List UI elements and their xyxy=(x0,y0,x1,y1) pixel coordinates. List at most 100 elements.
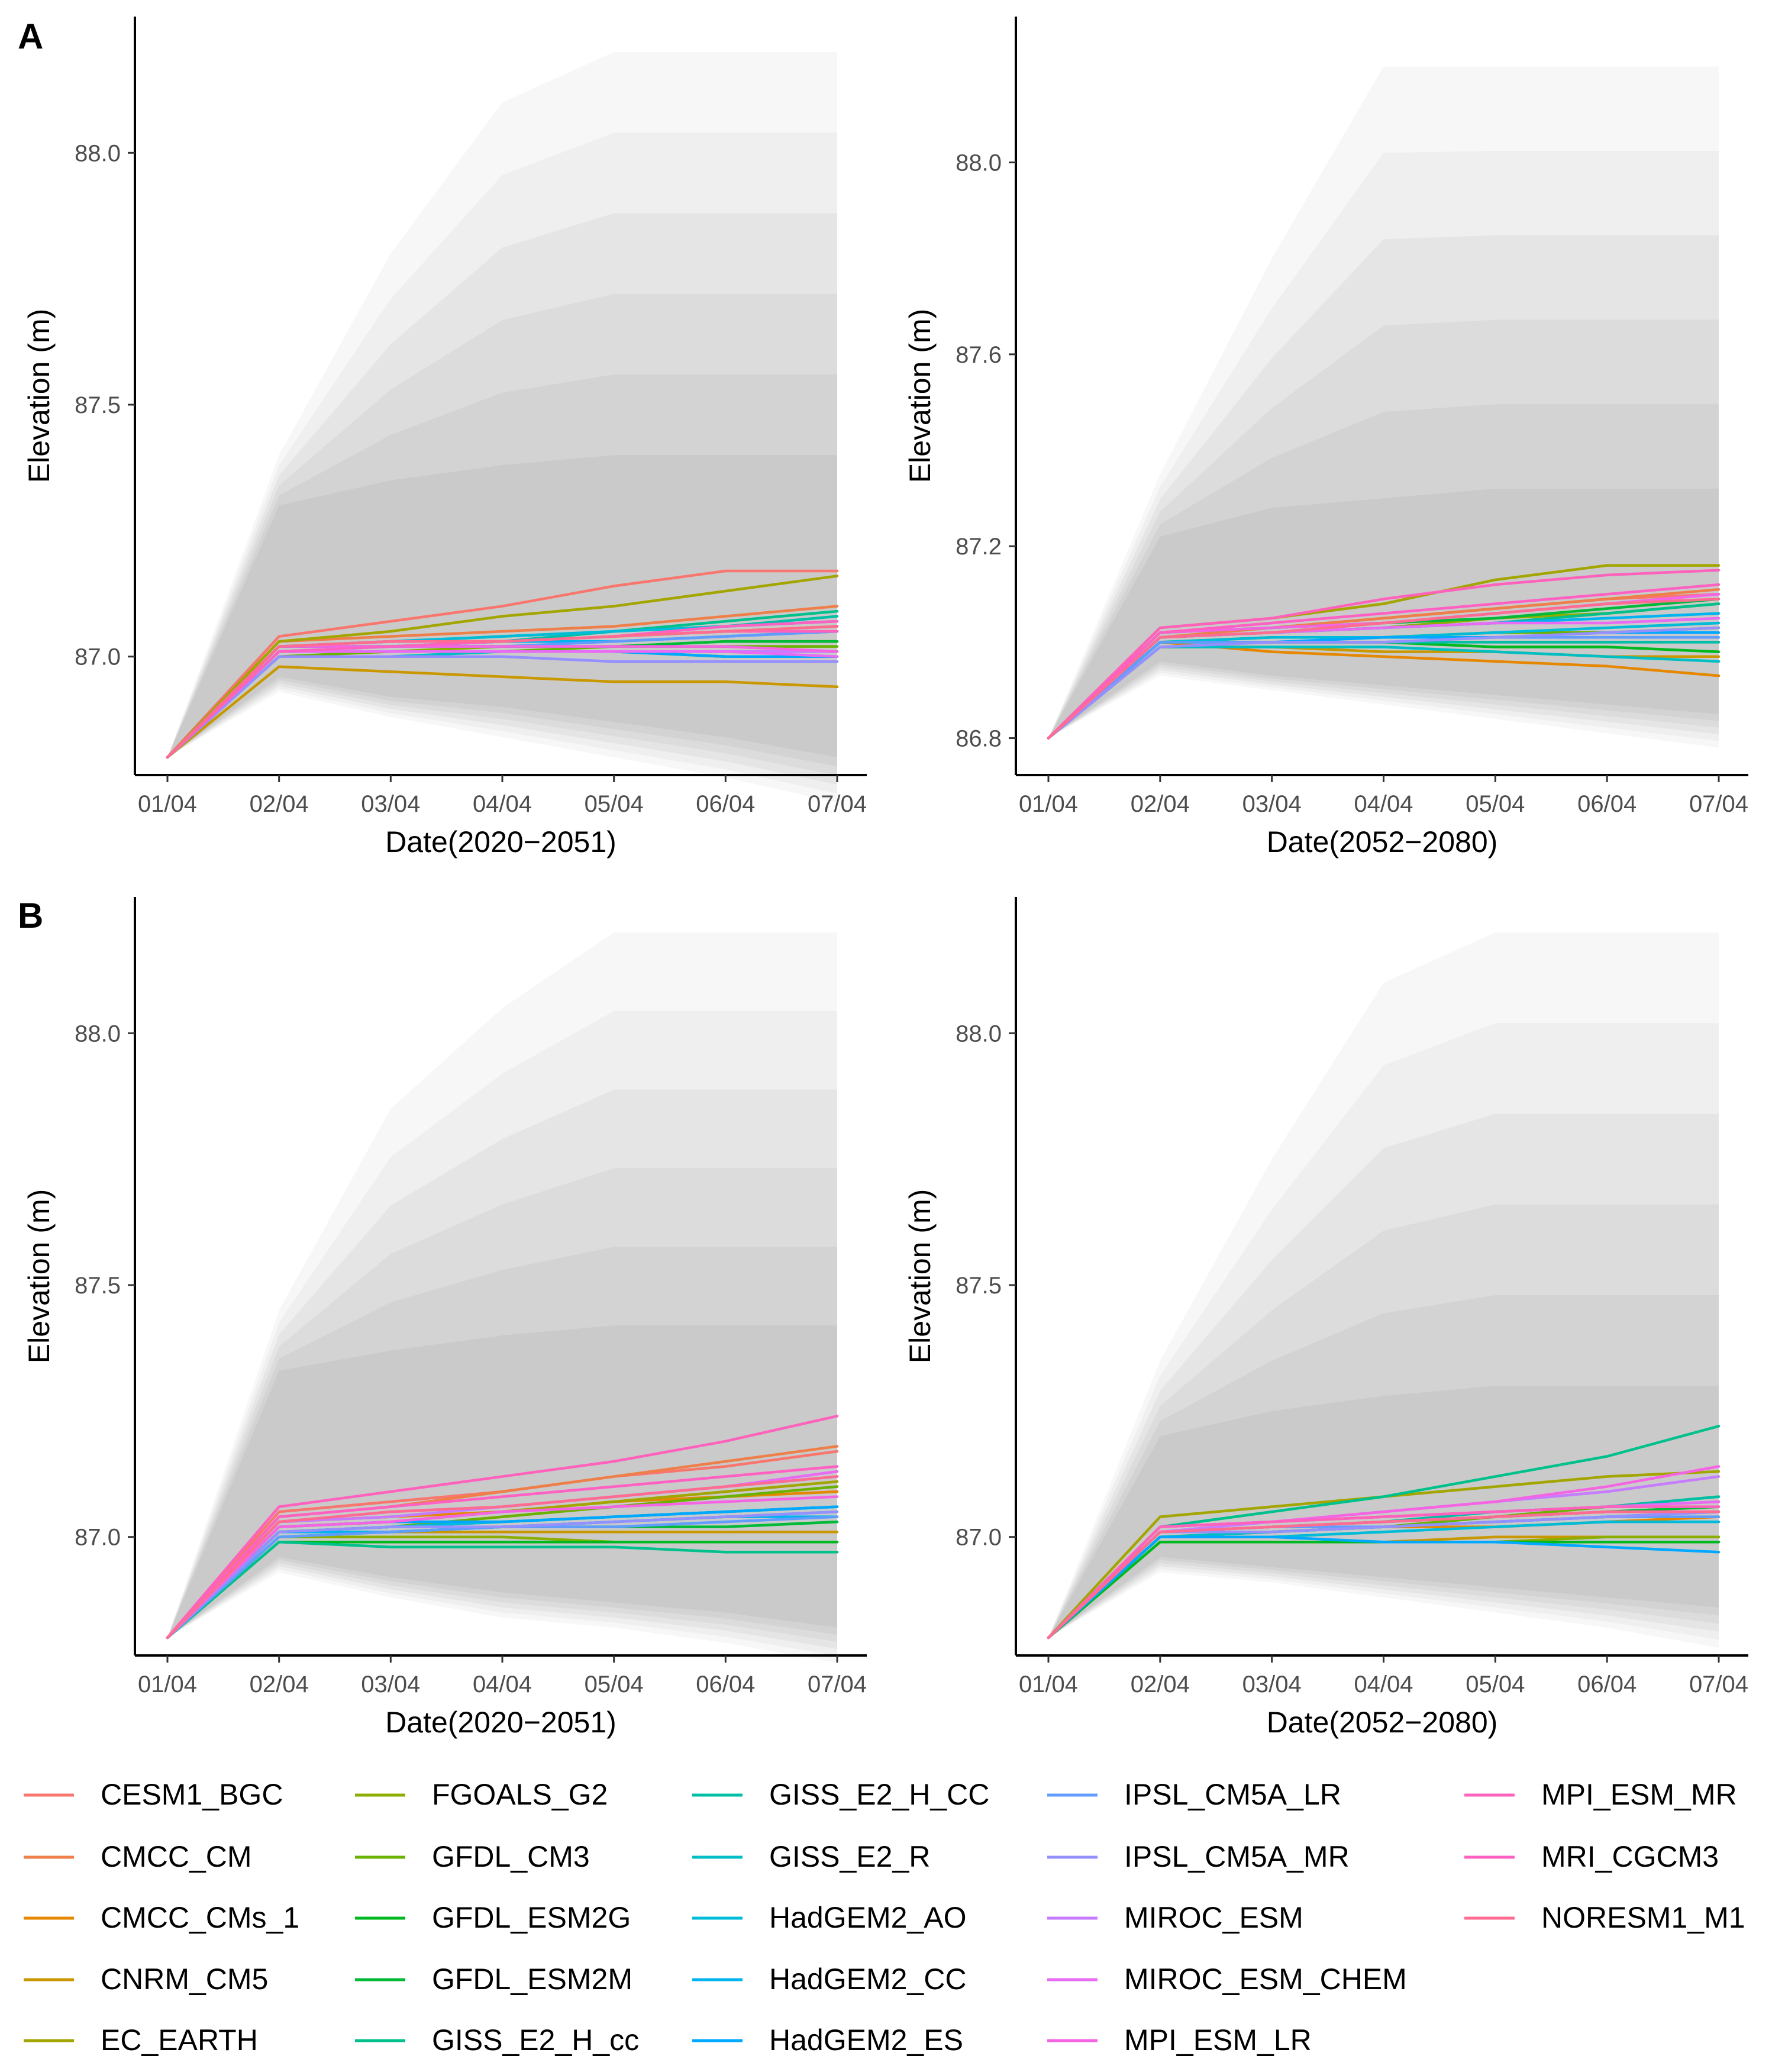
x-tick-label: 06/04 xyxy=(696,791,755,817)
x-tick-label: 06/04 xyxy=(1577,1671,1637,1697)
envelope-band-6 xyxy=(167,1325,837,1638)
y-tick-label: 88.0 xyxy=(75,1021,121,1047)
legend-item-ipsl-cm5a-mr: IPSL_CM5A_MR xyxy=(1047,1840,1350,1873)
legend-label: CMCC_CMs_1 xyxy=(101,1901,299,1934)
legend-item-mpi-esm-lr: MPI_ESM_LR xyxy=(1047,2023,1312,2057)
series-line-mri-cgcm3 xyxy=(166,1465,839,1639)
legend-label: GFDL_ESM2G xyxy=(432,1901,631,1934)
y-tick-label: 87.0 xyxy=(75,1525,121,1551)
x-axis-title: Date(2020−2051) xyxy=(385,1706,617,1739)
legend-label: FGOALS_G2 xyxy=(432,1778,608,1811)
y-tick-label: 87.2 xyxy=(956,534,1002,560)
legend-label: MRI_CGCM3 xyxy=(1541,1840,1719,1873)
x-tick-label: 02/04 xyxy=(250,791,309,817)
x-tick-label: 01/04 xyxy=(1019,1671,1078,1697)
charts-container: 01/04 02/04 03/04 04/04 05/04 06/04 07/04 87.0 8… xyxy=(22,17,1748,1739)
x-tick-label: 04/04 xyxy=(1354,791,1413,817)
legend-label: EC_EARTH xyxy=(101,2023,258,2057)
x-tick-label: 07/04 xyxy=(808,791,867,817)
x-tick-label: 02/04 xyxy=(1131,791,1190,817)
legend-label: HadGEM2_CC xyxy=(769,1963,966,1996)
series-line-noresm1-m1 xyxy=(1047,598,1721,740)
x-axis-title: Date(2020−2051) xyxy=(385,825,617,859)
y-tick-label: 88.0 xyxy=(956,150,1002,176)
legend-item-fgoals-g2: FGOALS_G2 xyxy=(355,1778,608,1811)
y-axis-title: Elevation (m) xyxy=(903,309,937,483)
legend-label: CESM1_BGC xyxy=(101,1778,283,1811)
x-tick-label: 05/04 xyxy=(585,1671,644,1697)
series-line-noresm1-m1 xyxy=(166,1475,839,1639)
legend-label: GISS_E2_R xyxy=(769,1840,930,1873)
series-line-mri-cgcm3 xyxy=(1047,583,1721,740)
x-axis-title: Date(2052−2080) xyxy=(1267,825,1498,859)
series-line-mpi-esm-mr xyxy=(1047,569,1721,740)
legend-item-cesm1-bgc: CESM1_BGC xyxy=(24,1778,283,1811)
series-line-mpi-esm-mr xyxy=(1047,1505,1721,1639)
y-tick-label: 87.5 xyxy=(75,1273,121,1299)
y-tick-label: 87.5 xyxy=(956,1273,1002,1299)
legend-item-cnrm-cm5: CNRM_CM5 xyxy=(24,1963,268,1996)
legend-item-hadgem2-cc: HadGEM2_CC xyxy=(692,1963,966,1996)
legend-label: GISS_E2_H_cc xyxy=(432,2023,639,2057)
legend-item-gfdl-esm2m: GFDL_ESM2M xyxy=(355,1963,632,1996)
x-tick-label: 01/04 xyxy=(138,791,197,817)
x-tick-label: 03/04 xyxy=(1242,791,1302,817)
x-tick-label: 05/04 xyxy=(585,791,644,817)
y-tick-label: 88.0 xyxy=(75,140,121,166)
legend-item-ipsl-cm5a-lr: IPSL_CM5A_LR xyxy=(1047,1778,1341,1811)
x-axis-title: Date(2052−2080) xyxy=(1267,1706,1498,1739)
x-tick-label: 05/04 xyxy=(1466,791,1525,817)
chart-a-left: 01/04 02/04 03/04 04/04 05/04 06/04 07/04 87.0 8… xyxy=(22,17,867,859)
x-tick-label: 06/04 xyxy=(1577,791,1637,817)
x-tick-label: 07/04 xyxy=(1689,791,1748,817)
legend-label: NORESM1_M1 xyxy=(1541,1901,1745,1934)
legend-item-cmcc-cm: CMCC_CM xyxy=(24,1840,252,1873)
y-tick-label: 87.6 xyxy=(956,342,1002,368)
legend-label: CNRM_CM5 xyxy=(101,1963,268,1996)
legend-item-giss-e2-h-cc: GISS_E2_H_CC xyxy=(692,1778,989,1811)
chart-b-left: 01/04 02/04 03/04 04/04 05/04 06/04 07/04 87.0 8… xyxy=(22,897,867,1739)
x-tick-label: 01/04 xyxy=(138,1671,197,1697)
legend-item-ec-earth: EC_EARTH xyxy=(24,2023,258,2057)
x-tick-label: 06/04 xyxy=(696,1671,755,1697)
legend-label: GFDL_CM3 xyxy=(432,1840,590,1873)
x-tick-label: 01/04 xyxy=(1019,791,1078,817)
legend-item-miroc-esm-chem: MIROC_ESM_CHEM xyxy=(1047,1963,1407,1996)
legend-item-mri-cgcm3: MRI_CGCM3 xyxy=(1464,1840,1719,1873)
y-tick-label: 88.0 xyxy=(956,1021,1002,1047)
series-line-mpi-esm-mr xyxy=(166,1415,839,1639)
series-line-mpi-esm-lr xyxy=(166,1495,839,1639)
legend-label: MPI_ESM_LR xyxy=(1124,2023,1312,2057)
series-line-cnrm-cm5 xyxy=(166,665,839,759)
legend: CESM1_BGC CMCC_CM CMCC_CMs_1 CNRM_CM5 EC_EAR… xyxy=(24,1778,1745,2057)
series-line-noresm1-m1 xyxy=(1047,1510,1721,1639)
y-tick-label: 87.0 xyxy=(75,644,121,670)
y-tick-label: 87.5 xyxy=(75,392,121,418)
x-tick-label: 07/04 xyxy=(808,1671,867,1697)
x-tick-label: 04/04 xyxy=(1354,1671,1413,1697)
legend-item-giss-e2-h-cc: GISS_E2_H_cc xyxy=(355,2023,639,2057)
x-tick-label: 02/04 xyxy=(250,1671,309,1697)
series-line-hadgem2-es xyxy=(1047,1535,1721,1639)
legend-label: MIROC_ESM_CHEM xyxy=(1124,1963,1407,1996)
legend-label: MIROC_ESM xyxy=(1124,1901,1303,1934)
panel-letter-b: B xyxy=(18,896,43,935)
x-tick-label: 07/04 xyxy=(1689,1671,1748,1697)
legend-item-giss-e2-r: GISS_E2_R xyxy=(692,1840,930,1873)
legend-label: GISS_E2_H_CC xyxy=(769,1778,989,1811)
legend-item-gfdl-esm2g: GFDL_ESM2G xyxy=(355,1901,631,1934)
y-axis-title: Elevation (m) xyxy=(22,309,56,483)
x-tick-label: 04/04 xyxy=(473,1671,532,1697)
legend-label: MPI_ESM_MR xyxy=(1541,1778,1737,1811)
series-line-ipsl-cm5a-mr xyxy=(166,1510,839,1639)
legend-item-mpi-esm-mr: MPI_ESM_MR xyxy=(1464,1778,1737,1811)
legend-item-hadgem2-ao: HadGEM2_AO xyxy=(692,1901,966,1934)
series-line-ec-earth xyxy=(166,575,839,759)
legend-item-gfdl-cm3: GFDL_CM3 xyxy=(355,1840,590,1873)
legend-label: CMCC_CM xyxy=(101,1840,252,1873)
legend-label: IPSL_CM5A_MR xyxy=(1124,1840,1350,1873)
series-line-cesm1-bgc xyxy=(166,569,839,759)
panel-letter-a: A xyxy=(18,17,43,56)
y-axis-title: Elevation (m) xyxy=(903,1189,937,1364)
